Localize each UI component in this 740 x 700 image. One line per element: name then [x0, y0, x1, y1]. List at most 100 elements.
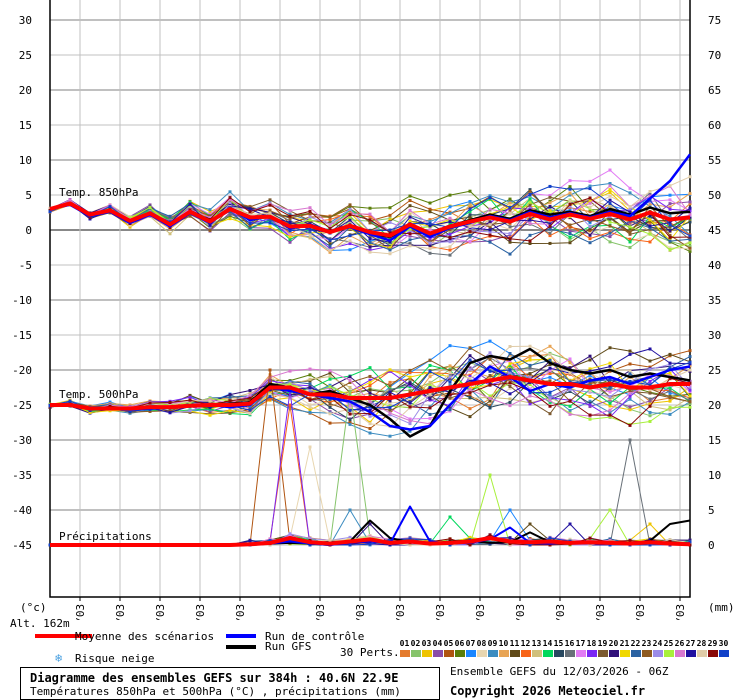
data-point: [448, 240, 452, 244]
data-point: [608, 413, 612, 417]
data-point: [428, 363, 432, 367]
data-point: [468, 407, 472, 411]
data-point: [568, 361, 572, 365]
right-tick-label: 30: [708, 329, 721, 342]
data-point: [608, 194, 612, 198]
data-point: [368, 221, 372, 225]
data-point: [628, 210, 632, 214]
data-point: [488, 196, 492, 200]
data-point: [688, 200, 692, 204]
pert-swatch: [521, 650, 531, 657]
pert-swatch: [477, 650, 487, 657]
data-point: [548, 227, 552, 231]
pert-swatch: [708, 650, 718, 657]
data-point: [388, 399, 392, 403]
data-point: [388, 537, 392, 541]
right-tick-label: 0: [708, 539, 715, 552]
x-tick-label: 14/03: [114, 604, 127, 620]
data-point: [628, 240, 632, 244]
right-tick-label: 20: [708, 399, 721, 412]
data-point: [388, 384, 392, 388]
pert-swatch: [653, 650, 663, 657]
data-point: [608, 346, 612, 350]
data-point: [408, 234, 412, 238]
data-point: [528, 387, 532, 391]
data-point: [468, 368, 472, 372]
data-point: [688, 213, 692, 217]
data-point: [608, 198, 612, 202]
pert-swatch: [543, 650, 553, 657]
data-point: [288, 369, 292, 373]
data-point: [648, 414, 652, 418]
data-point: [608, 404, 612, 408]
t850-mean-line: [49, 201, 691, 238]
data-point: [368, 237, 372, 241]
data-point: [268, 209, 272, 213]
left-tick-label: -20: [12, 364, 32, 377]
data-point: [588, 187, 592, 191]
data-point: [648, 537, 652, 541]
data-point: [488, 233, 492, 237]
data-point: [448, 515, 452, 519]
data-point: [508, 536, 512, 540]
data-point: [308, 386, 312, 390]
data-point: [508, 240, 512, 244]
data-point: [488, 473, 492, 477]
data-point: [568, 185, 572, 189]
data-point: [548, 234, 552, 238]
data-point: [428, 383, 432, 387]
data-point: [468, 391, 472, 395]
pert-swatch: [697, 650, 707, 657]
pert-number: 30: [718, 639, 729, 648]
data-point: [308, 388, 312, 392]
data-point: [388, 252, 392, 256]
data-point: [648, 388, 652, 392]
data-point: [688, 349, 692, 353]
data-point: [208, 225, 212, 229]
data-point: [548, 399, 552, 403]
data-point: [428, 412, 432, 416]
data-point: [168, 409, 172, 413]
chart-title: Diagramme des ensembles GEFS sur 384h : …: [30, 671, 399, 685]
data-point: [568, 225, 572, 229]
data-point: [548, 209, 552, 213]
data-point: [468, 213, 472, 217]
data-point: [488, 381, 492, 385]
data-point: [288, 216, 292, 220]
pert-swatch: [532, 650, 542, 657]
data-point: [508, 237, 512, 241]
data-point: [528, 355, 532, 359]
data-point: [388, 368, 392, 372]
title-box: Diagramme des ensembles GEFS sur 384h : …: [20, 667, 440, 700]
data-point: [588, 383, 592, 387]
data-point: [568, 366, 572, 370]
data-point: [688, 405, 692, 409]
data-point: [548, 536, 552, 540]
data-point: [268, 375, 272, 379]
pert-swatch: [576, 650, 586, 657]
data-point: [368, 219, 372, 223]
data-point: [508, 197, 512, 201]
data-point: [408, 422, 412, 426]
data-point: [548, 199, 552, 203]
data-point: [568, 388, 572, 392]
data-point: [608, 184, 612, 188]
data-point: [608, 218, 612, 222]
data-point: [568, 223, 572, 227]
data-point: [488, 228, 492, 232]
t500-mean-line: [50, 375, 690, 411]
left-tick-label: -35: [12, 469, 32, 482]
data-point: [388, 248, 392, 252]
data-point: [608, 415, 612, 419]
data-point: [568, 215, 572, 219]
data-point: [408, 204, 412, 208]
data-point: [328, 371, 332, 375]
data-point: [308, 218, 312, 222]
data-point: [208, 228, 212, 232]
data-point: [348, 418, 352, 422]
data-point: [448, 237, 452, 241]
data-point: [368, 378, 372, 382]
data-point: [468, 200, 472, 204]
data-point: [268, 393, 272, 397]
data-point: [428, 247, 432, 251]
